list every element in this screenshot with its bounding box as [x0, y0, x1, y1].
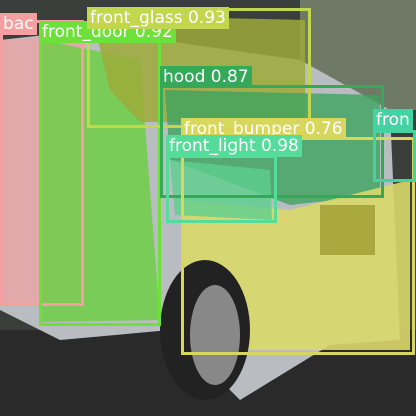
box-hood	[160, 85, 384, 198]
label: front_bumper 0.76	[181, 118, 346, 140]
label: hood 0.87	[160, 66, 252, 88]
label: front_glass 0.93	[87, 7, 229, 29]
label: bac	[0, 13, 37, 35]
label: fron	[373, 109, 413, 131]
box-front-right	[373, 130, 416, 182]
label: front_light 0.98	[166, 135, 302, 157]
box-front-light	[166, 155, 277, 223]
